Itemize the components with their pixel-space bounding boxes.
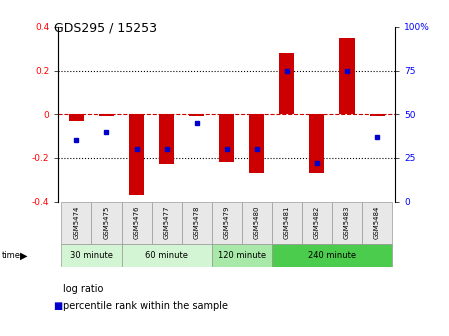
Text: GSM5482: GSM5482 bbox=[314, 206, 320, 239]
Text: GSM5475: GSM5475 bbox=[103, 206, 110, 239]
Bar bbox=[279, 53, 295, 114]
Text: 60 minute: 60 minute bbox=[145, 251, 188, 260]
Bar bbox=[129, 114, 144, 195]
Bar bbox=[152, 202, 182, 244]
Bar bbox=[339, 38, 355, 114]
Text: GSM5478: GSM5478 bbox=[194, 206, 200, 239]
Bar bbox=[332, 202, 362, 244]
Text: ▶: ▶ bbox=[20, 250, 28, 260]
Bar bbox=[219, 114, 234, 162]
Text: time: time bbox=[2, 251, 21, 260]
Bar bbox=[99, 114, 114, 117]
Bar bbox=[69, 114, 84, 121]
Bar bbox=[309, 114, 325, 173]
Text: 120 minute: 120 minute bbox=[218, 251, 266, 260]
Bar bbox=[92, 202, 122, 244]
Text: GSM5484: GSM5484 bbox=[374, 206, 380, 239]
Bar bbox=[272, 244, 392, 267]
Bar bbox=[212, 202, 242, 244]
Bar bbox=[362, 202, 392, 244]
Bar bbox=[62, 244, 122, 267]
Bar bbox=[62, 202, 92, 244]
Bar bbox=[182, 202, 212, 244]
Bar bbox=[272, 202, 302, 244]
Bar bbox=[122, 202, 152, 244]
Bar bbox=[159, 114, 174, 165]
Text: 240 minute: 240 minute bbox=[308, 251, 356, 260]
Text: GSM5480: GSM5480 bbox=[254, 206, 260, 239]
Bar bbox=[122, 244, 212, 267]
Text: ■: ■ bbox=[53, 301, 62, 311]
Text: GSM5483: GSM5483 bbox=[344, 206, 350, 239]
Bar bbox=[189, 114, 204, 117]
Bar bbox=[212, 244, 272, 267]
Bar bbox=[249, 114, 264, 173]
Text: GSM5476: GSM5476 bbox=[133, 206, 140, 239]
Text: 30 minute: 30 minute bbox=[70, 251, 113, 260]
Text: GSM5474: GSM5474 bbox=[73, 206, 79, 239]
Text: percentile rank within the sample: percentile rank within the sample bbox=[63, 301, 228, 311]
Text: log ratio: log ratio bbox=[63, 284, 103, 294]
Bar bbox=[370, 114, 385, 117]
Text: GDS295 / 15253: GDS295 / 15253 bbox=[54, 22, 157, 35]
Text: GSM5481: GSM5481 bbox=[284, 206, 290, 239]
Text: GSM5479: GSM5479 bbox=[224, 206, 230, 239]
Bar bbox=[302, 202, 332, 244]
Text: GSM5477: GSM5477 bbox=[163, 206, 170, 239]
Bar bbox=[242, 202, 272, 244]
